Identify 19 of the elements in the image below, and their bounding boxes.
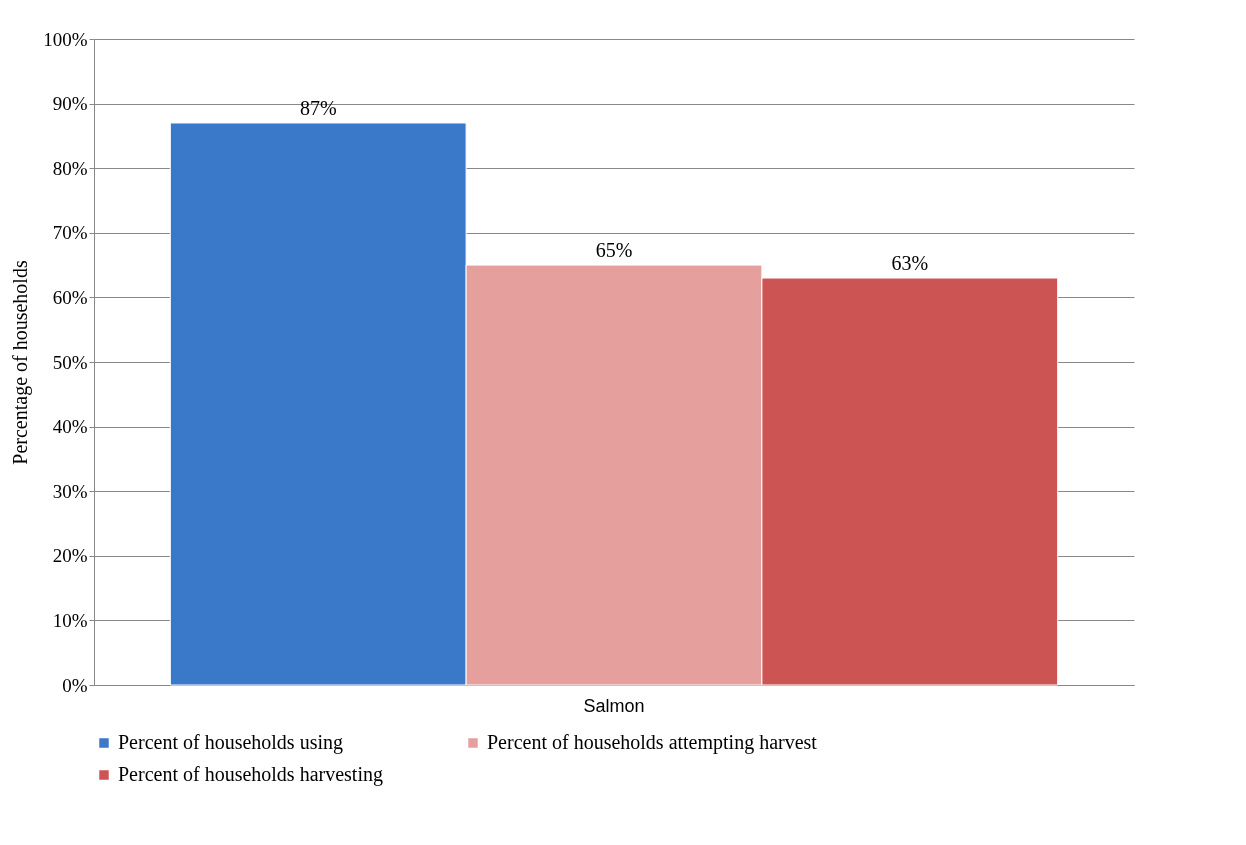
x-tick-label: Salmon — [583, 695, 645, 716]
data-label: 63% — [891, 252, 929, 275]
y-tick-label: 90% — [52, 93, 88, 115]
y-tick-label: 100% — [43, 28, 88, 50]
y-tick-label: 20% — [52, 545, 88, 567]
y-tick-label: 10% — [52, 609, 88, 631]
y-tick-label: 80% — [52, 157, 88, 179]
y-tick-label: 40% — [52, 416, 88, 438]
y-tick-label: 0% — [62, 674, 88, 696]
y-tick-label: 60% — [52, 286, 88, 308]
legend-label: Percent of households harvesting — [118, 763, 383, 786]
y-axis-title: Percentage of households — [9, 260, 33, 465]
y-tick-label: 50% — [52, 351, 88, 373]
legend-label: Percent of households attempting harvest — [487, 731, 818, 754]
y-tick-label: 70% — [52, 222, 88, 244]
data-label: 65% — [595, 239, 633, 262]
data-label: 87% — [299, 96, 337, 119]
y-tick-label: 30% — [52, 480, 88, 502]
legend-label: Percent of households using — [118, 731, 343, 754]
